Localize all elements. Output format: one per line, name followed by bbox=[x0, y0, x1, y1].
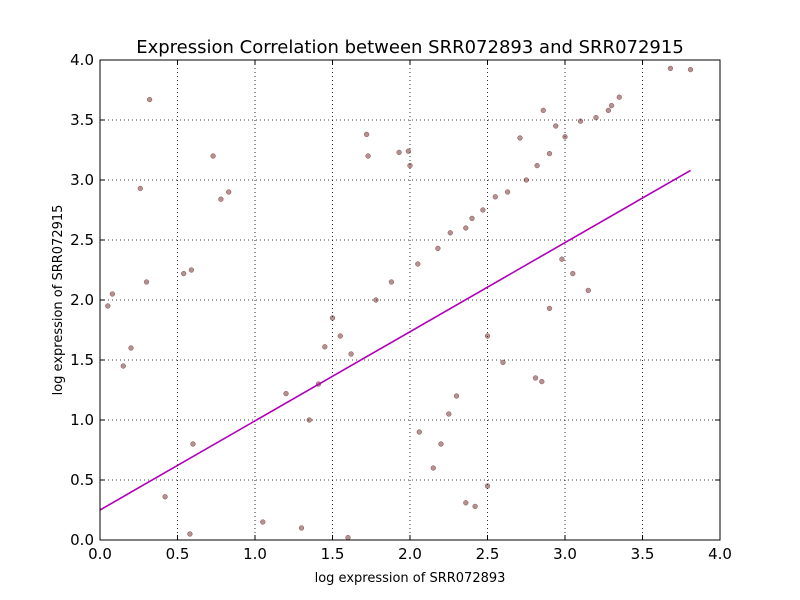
y-tick-label: 1.0 bbox=[70, 411, 94, 429]
x-tick-label: 0.0 bbox=[88, 545, 112, 563]
data-point bbox=[540, 107, 546, 114]
x-tick-label: 1.5 bbox=[321, 545, 345, 563]
data-point bbox=[322, 344, 328, 350]
data-point bbox=[137, 185, 143, 192]
data-point bbox=[190, 441, 196, 447]
data-point bbox=[438, 441, 444, 447]
data-point bbox=[553, 123, 559, 129]
x-tick-label: 4.0 bbox=[708, 545, 732, 563]
data-point bbox=[532, 375, 539, 381]
data-point bbox=[523, 177, 529, 183]
x-tick-labels: 0.0 0.5 1.0 1.5 2.0 2.5 3.0 3.5 4.0 bbox=[88, 545, 732, 563]
data-point bbox=[562, 134, 568, 140]
data-point bbox=[388, 279, 395, 285]
data-point bbox=[405, 148, 412, 154]
data-point bbox=[407, 162, 413, 169]
data-point bbox=[593, 114, 599, 121]
data-point bbox=[188, 267, 195, 273]
data-point bbox=[109, 291, 116, 297]
data-point bbox=[226, 189, 232, 195]
data-point bbox=[667, 65, 674, 72]
data-point bbox=[585, 287, 591, 294]
data-points bbox=[105, 65, 694, 540]
data-point bbox=[534, 162, 540, 169]
data-point bbox=[187, 531, 193, 537]
data-point bbox=[539, 378, 545, 385]
y-tick-label: 3.0 bbox=[70, 171, 94, 189]
y-tick-label: 4.0 bbox=[70, 51, 94, 69]
data-point bbox=[546, 150, 553, 157]
y-tick-label: 2.0 bbox=[70, 291, 94, 309]
x-tick-label: 1.0 bbox=[243, 545, 267, 563]
fit-line bbox=[99, 169, 691, 511]
data-point bbox=[128, 345, 134, 351]
y-tick-label: 1.5 bbox=[70, 351, 94, 369]
data-point bbox=[608, 102, 615, 109]
data-point bbox=[469, 215, 475, 222]
x-tick-label: 2.5 bbox=[476, 545, 500, 563]
data-point bbox=[105, 303, 111, 309]
data-point bbox=[435, 245, 441, 252]
data-point bbox=[484, 333, 491, 339]
y-tick-label: 2.5 bbox=[70, 231, 94, 249]
data-point bbox=[570, 270, 576, 277]
data-point bbox=[430, 465, 436, 471]
data-point bbox=[447, 230, 453, 236]
data-point bbox=[559, 256, 565, 262]
axis-ticks bbox=[99, 59, 721, 541]
chart-title: Expression Correlation between SRR072893… bbox=[136, 37, 684, 58]
data-point bbox=[143, 279, 150, 285]
data-point bbox=[218, 196, 224, 202]
data-point bbox=[210, 153, 216, 159]
data-point bbox=[415, 261, 421, 267]
y-tick-label: 0.0 bbox=[70, 531, 94, 549]
data-point bbox=[446, 411, 452, 417]
data-point bbox=[504, 189, 511, 195]
data-point bbox=[365, 153, 371, 159]
data-point bbox=[329, 315, 336, 321]
data-point bbox=[577, 118, 584, 124]
data-point bbox=[348, 351, 354, 357]
x-axis-label: log expression of SRR072893 bbox=[315, 571, 506, 586]
data-point bbox=[546, 305, 553, 312]
data-point bbox=[283, 390, 289, 397]
data-point bbox=[463, 225, 469, 231]
y-tick-label: 0.5 bbox=[70, 471, 94, 489]
data-point bbox=[363, 131, 370, 138]
data-point bbox=[463, 500, 469, 506]
data-point bbox=[453, 393, 460, 399]
y-axis-label: log expression of SRR072915 bbox=[51, 205, 66, 396]
data-point bbox=[605, 107, 612, 114]
data-point bbox=[472, 503, 478, 510]
y-tick-label: 3.5 bbox=[70, 111, 94, 129]
data-point bbox=[337, 333, 343, 339]
data-point bbox=[298, 525, 305, 531]
data-point bbox=[373, 297, 379, 303]
data-point bbox=[484, 483, 491, 489]
data-point bbox=[480, 207, 486, 213]
data-point bbox=[517, 135, 523, 141]
data-point bbox=[396, 149, 402, 156]
data-point bbox=[492, 194, 498, 200]
data-point bbox=[500, 359, 506, 366]
y-tick-labels: 0.0 0.5 1.0 1.5 2.0 2.5 3.0 3.5 4.0 bbox=[70, 51, 94, 549]
x-tick-label: 3.5 bbox=[631, 545, 655, 563]
data-point bbox=[146, 96, 153, 103]
x-tick-label: 3.0 bbox=[553, 545, 577, 563]
data-point bbox=[120, 363, 126, 369]
data-point bbox=[162, 494, 168, 500]
data-point bbox=[306, 417, 312, 423]
fit-line-group bbox=[99, 169, 691, 511]
data-point bbox=[616, 94, 622, 100]
data-point bbox=[345, 534, 351, 540]
x-tick-label: 0.5 bbox=[166, 545, 190, 563]
data-point bbox=[260, 519, 266, 525]
x-tick-label: 2.0 bbox=[398, 545, 422, 563]
data-point bbox=[687, 66, 694, 73]
data-point bbox=[181, 270, 187, 277]
data-point bbox=[416, 429, 422, 435]
grid-lines bbox=[100, 60, 720, 540]
